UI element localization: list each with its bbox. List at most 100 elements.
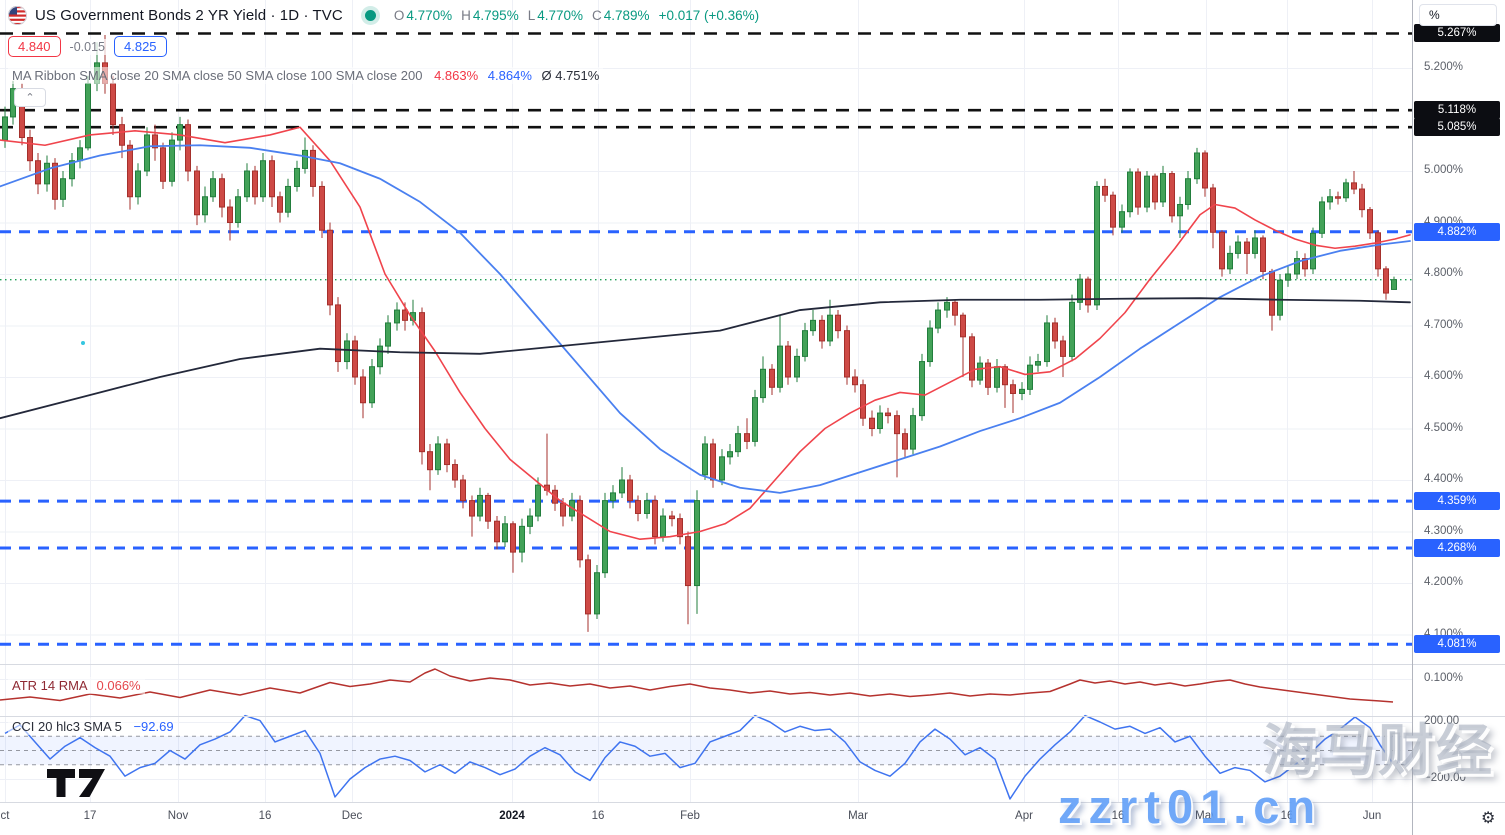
price-tick-label: 4.300% — [1424, 524, 1464, 537]
level-price-label[interactable]: 5.118% — [1414, 101, 1500, 120]
candle — [1110, 194, 1116, 228]
candle — [1335, 196, 1341, 199]
watermark-cn: 海马财经 — [1262, 719, 1494, 782]
candle — [319, 185, 325, 231]
time-axis[interactable]: ct 17 Nov 16 Dec 2024 16 Feb Mar Apr 16 May 16 Jun — [0, 803, 1412, 835]
candle — [1194, 152, 1200, 180]
close-value: 4.789% — [603, 8, 650, 23]
candle — [202, 196, 208, 216]
tradingview-logo[interactable] — [45, 766, 131, 805]
candle — [644, 500, 650, 514]
time-tick-label: Feb — [680, 810, 700, 822]
sma-fast-red — [0, 126, 1411, 541]
candle — [1035, 361, 1041, 366]
candle — [44, 162, 50, 185]
ma-ribbon-legend[interactable]: MA Ribbon SMA close 20 SMA close 50 SMA … — [8, 67, 604, 84]
pane-tick-label: 0.100% — [1424, 672, 1464, 684]
time-tick-label: May — [1195, 810, 1217, 822]
candle — [302, 149, 308, 169]
candle — [285, 185, 291, 213]
alert-price-label[interactable]: 4.268% — [1414, 538, 1500, 557]
candle — [252, 170, 258, 198]
candle — [835, 314, 841, 332]
candle — [352, 340, 358, 378]
candle — [244, 170, 250, 198]
price-tick-label: 4.200% — [1424, 576, 1464, 588]
candle — [994, 366, 1000, 388]
candle — [502, 523, 508, 543]
candle — [1302, 258, 1308, 270]
time-tick-label: 17 — [83, 810, 97, 822]
candle — [1002, 366, 1008, 386]
candle — [802, 330, 808, 357]
candle — [1052, 322, 1058, 342]
candle — [1359, 188, 1365, 211]
alert-price-label[interactable]: 4.882% — [1414, 222, 1500, 241]
cci-value: −92.69 — [133, 719, 174, 734]
candle — [660, 515, 666, 538]
price-tick-label: 4.800% — [1424, 267, 1464, 279]
candle — [1367, 209, 1373, 234]
candle — [585, 559, 591, 615]
level-price-label[interactable]: 5.267% — [1414, 24, 1500, 43]
alert-price-upper[interactable]: 4.840 — [8, 36, 61, 57]
time-tick-label: Jun — [1362, 810, 1382, 822]
price-tick-label: 4.500% — [1424, 421, 1464, 434]
price-tick-label: 4.400% — [1424, 473, 1464, 485]
candle — [1094, 185, 1100, 306]
candle — [1119, 211, 1125, 228]
candle — [177, 124, 183, 141]
candle — [260, 160, 266, 198]
candle — [1260, 237, 1266, 272]
candle — [1177, 203, 1183, 217]
candle — [894, 415, 900, 435]
alert-price-label[interactable]: 4.359% — [1414, 492, 1500, 511]
candle — [1294, 258, 1300, 275]
open-value: 4.770% — [406, 8, 453, 23]
candle — [710, 443, 716, 481]
candle — [485, 494, 491, 522]
price-alert-row: 4.840 -0.015 4.825 — [8, 36, 167, 57]
candle — [1310, 232, 1316, 270]
time-tick-label: 16 — [1280, 810, 1294, 822]
collapse-pane-button[interactable]: ⌃ — [14, 88, 46, 107]
candle — [1227, 252, 1233, 270]
candle — [110, 82, 116, 126]
candle — [194, 170, 200, 216]
atr-legend[interactable]: ATR 14 RMA 0.066% — [8, 677, 145, 694]
candle — [219, 178, 225, 208]
alert-price-label[interactable]: 4.081% — [1414, 635, 1500, 654]
market-status-icon[interactable] — [364, 10, 376, 21]
candle — [1027, 364, 1033, 390]
percent-scale-button[interactable]: % — [1419, 4, 1497, 26]
candle — [510, 523, 516, 553]
candle — [160, 147, 166, 182]
candle — [1069, 301, 1075, 357]
candle — [477, 494, 483, 517]
candle — [377, 345, 383, 368]
candle — [535, 484, 541, 517]
axis-settings-gear-icon[interactable]: ⚙ — [1481, 810, 1496, 827]
symbol-title[interactable]: US Government Bonds 2 YR Yield · 1D · TV… — [35, 7, 343, 24]
candle — [1077, 278, 1083, 303]
candle — [452, 464, 458, 481]
price-axis[interactable]: % 5.200% 5.000% 4.900% 4.800% 4.700% 4.600% 4.… — [1413, 0, 1505, 835]
candle — [1219, 231, 1225, 270]
candle — [144, 134, 150, 172]
atr-line — [0, 668, 1394, 703]
candle — [1327, 196, 1333, 203]
candle — [677, 518, 683, 538]
candle — [719, 456, 725, 481]
cci-legend[interactable]: CCI 20 hlc3 SMA 5 −92.69 — [8, 718, 178, 735]
candle — [77, 147, 83, 162]
alert-price-lower[interactable]: 4.825 — [114, 36, 167, 57]
candle — [1383, 268, 1389, 294]
candle — [360, 376, 366, 404]
ma-value-red: 4.863% — [434, 68, 479, 83]
pane-tick-label: −200.00 — [1424, 772, 1466, 784]
marker-dot — [81, 341, 85, 345]
level-price-label[interactable]: 5.085% — [1414, 118, 1500, 137]
candle — [444, 443, 450, 466]
